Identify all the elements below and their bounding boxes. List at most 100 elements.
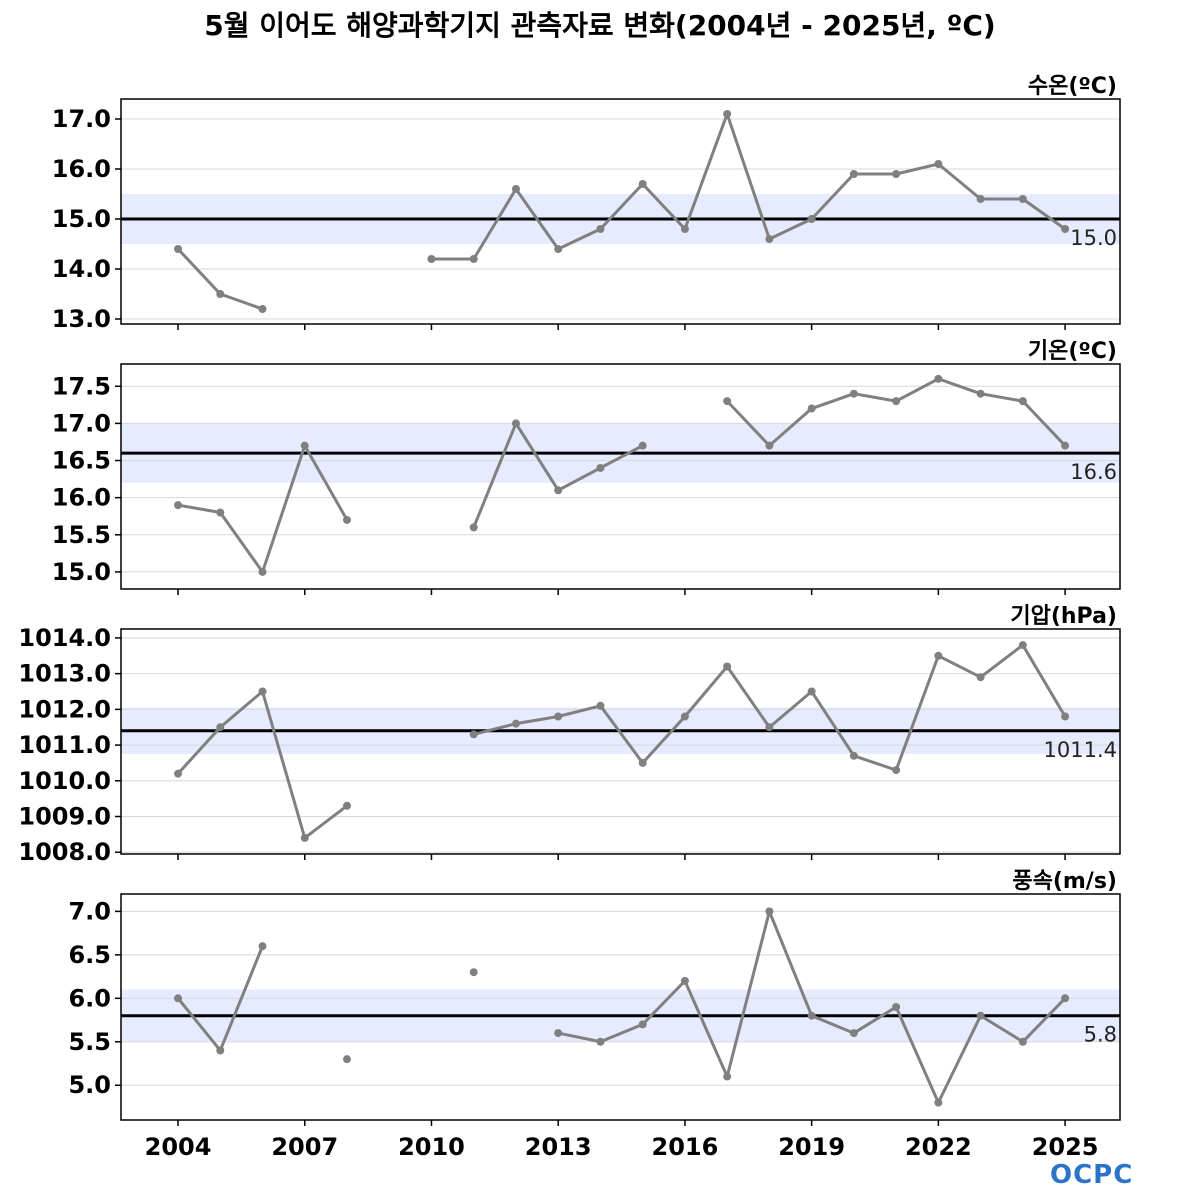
y-tick-label: 15.0 xyxy=(52,558,111,586)
data-point xyxy=(469,730,478,739)
series-line xyxy=(176,247,264,311)
panel-frame xyxy=(120,628,1121,855)
data-point xyxy=(1061,441,1070,450)
data-point xyxy=(849,1029,858,1038)
panel-frame xyxy=(120,363,1121,590)
data-point xyxy=(976,389,985,398)
y-tick-label: 1010.0 xyxy=(18,767,111,795)
y-tick-label: 1014.0 xyxy=(18,624,111,652)
data-point xyxy=(216,290,225,298)
data-point xyxy=(849,170,858,178)
data-point xyxy=(807,687,816,696)
data-point xyxy=(554,486,563,495)
y-tick-label: 6.5 xyxy=(68,941,111,969)
data-point xyxy=(174,501,183,510)
panel-1: 13.0 14.0 15.0 16.0 17.0 15.0 수온(ºC) xyxy=(52,74,1121,333)
panel-frame xyxy=(120,98,1121,325)
data-point xyxy=(849,389,858,398)
data-point xyxy=(892,1003,901,1011)
data-point xyxy=(1061,225,1070,233)
data-point xyxy=(342,515,351,524)
data-point xyxy=(258,687,267,696)
data-point xyxy=(216,723,225,732)
data-point xyxy=(892,170,901,178)
panel-title: 기온(ºC) xyxy=(1028,339,1117,364)
data-point xyxy=(1018,397,1027,406)
data-point xyxy=(174,245,183,253)
mean-value-label: 15.0 xyxy=(1070,226,1117,250)
data-point xyxy=(554,712,563,721)
panel-title: 풍속(m/s) xyxy=(1012,869,1117,894)
y-tick-label: 17.0 xyxy=(52,105,111,133)
data-point xyxy=(554,245,563,253)
y-tick-label: 6.0 xyxy=(68,984,111,1012)
data-point xyxy=(511,419,520,428)
y-tick-label: 17.5 xyxy=(52,372,111,400)
mean-value-label: 1011.4 xyxy=(1044,738,1117,762)
data-point xyxy=(680,712,689,721)
data-point xyxy=(723,662,732,671)
data-point xyxy=(1018,1037,1027,1046)
data-point xyxy=(174,994,183,1003)
data-point xyxy=(511,719,520,728)
data-point xyxy=(258,942,267,951)
panel-frame xyxy=(120,893,1121,1121)
data-point xyxy=(765,723,774,732)
data-point xyxy=(934,1098,943,1107)
data-point xyxy=(1018,641,1027,650)
data-point xyxy=(1061,994,1070,1003)
data-point xyxy=(300,833,309,842)
data-point xyxy=(1018,195,1027,203)
mean-value-label: 5.8 xyxy=(1084,1023,1117,1047)
y-tick-label: 16.0 xyxy=(52,484,111,512)
series-line xyxy=(431,112,1066,261)
data-point xyxy=(892,766,901,775)
y-tick-label: 16.0 xyxy=(52,155,111,183)
x-tick-label: 2004 xyxy=(145,1133,212,1161)
x-tick-label: 2025 xyxy=(1032,1133,1099,1161)
data-point xyxy=(1061,712,1070,721)
data-point xyxy=(976,195,985,203)
y-tick-label: 16.5 xyxy=(52,447,111,475)
panel-title: 수온(ºC) xyxy=(1028,74,1117,99)
data-point xyxy=(469,523,478,532)
data-point xyxy=(723,110,732,118)
panel-4: 5.0 5.5 6.0 6.5 7.0 5.8 풍속(m/s) xyxy=(68,869,1121,1126)
data-point xyxy=(723,1072,732,1081)
data-point xyxy=(934,651,943,660)
data-point xyxy=(807,215,816,223)
data-point xyxy=(596,1037,605,1046)
data-point xyxy=(849,751,858,760)
y-tick-label: 1011.0 xyxy=(18,731,111,759)
data-point xyxy=(807,1011,816,1020)
x-tick-label: 2022 xyxy=(905,1133,972,1161)
y-tick-label: 17.0 xyxy=(52,409,111,437)
data-point xyxy=(934,160,943,168)
data-point xyxy=(258,305,267,313)
data-point xyxy=(258,567,267,576)
y-tick-label: 1013.0 xyxy=(18,660,111,688)
mean-value-label: 16.6 xyxy=(1070,460,1117,484)
data-point xyxy=(554,1029,563,1038)
x-tick-label: 2019 xyxy=(778,1133,845,1161)
x-tick-label: 2010 xyxy=(398,1133,465,1161)
data-point xyxy=(342,801,351,810)
y-tick-label: 15.0 xyxy=(52,205,111,233)
y-tick-label: 13.0 xyxy=(52,305,111,333)
y-tick-label: 5.0 xyxy=(68,1071,111,1099)
data-point xyxy=(765,907,774,916)
x-tick-label: 2013 xyxy=(525,1133,592,1161)
data-point xyxy=(511,185,520,193)
data-point xyxy=(427,255,436,263)
chart-title: 5월 이어도 해양과학기지 관측자료 변화(2004년 - 2025년, ºC) xyxy=(204,9,996,42)
data-point xyxy=(976,1011,985,1020)
y-tick-label: 5.5 xyxy=(68,1028,111,1056)
data-point xyxy=(469,968,478,977)
y-tick-label: 7.0 xyxy=(68,897,111,925)
data-point xyxy=(596,225,605,233)
panel-title: 기압(hPa) xyxy=(1010,604,1117,629)
data-point xyxy=(638,758,647,767)
x-tick-label: 2007 xyxy=(271,1133,338,1161)
data-point xyxy=(469,255,478,263)
